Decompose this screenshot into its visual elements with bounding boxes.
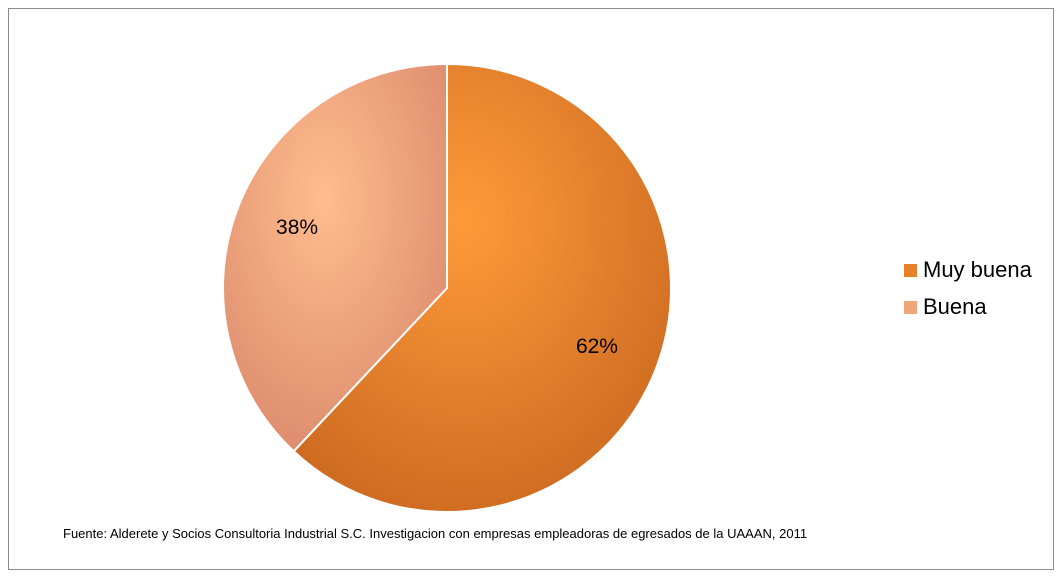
legend-swatch-muy-buena [904, 263, 917, 277]
pie-label-muy-buena: 62% [576, 335, 618, 358]
legend-label-buena: Buena [923, 294, 987, 319]
pie-slice-buena [222, 62, 448, 453]
legend: Muy buena Buena [904, 257, 1032, 331]
pie-slice-muy-buena [292, 62, 672, 513]
source-note: Fuente: Alderete y Socios Consultoria In… [63, 526, 808, 541]
legend-label-muy-buena: Muy buena [923, 257, 1032, 282]
legend-item-buena: Buena [904, 294, 1032, 320]
legend-swatch-buena [904, 300, 917, 314]
pie-label-buena: 38% [276, 216, 318, 239]
legend-item-muy-buena: Muy buena [904, 257, 1032, 283]
